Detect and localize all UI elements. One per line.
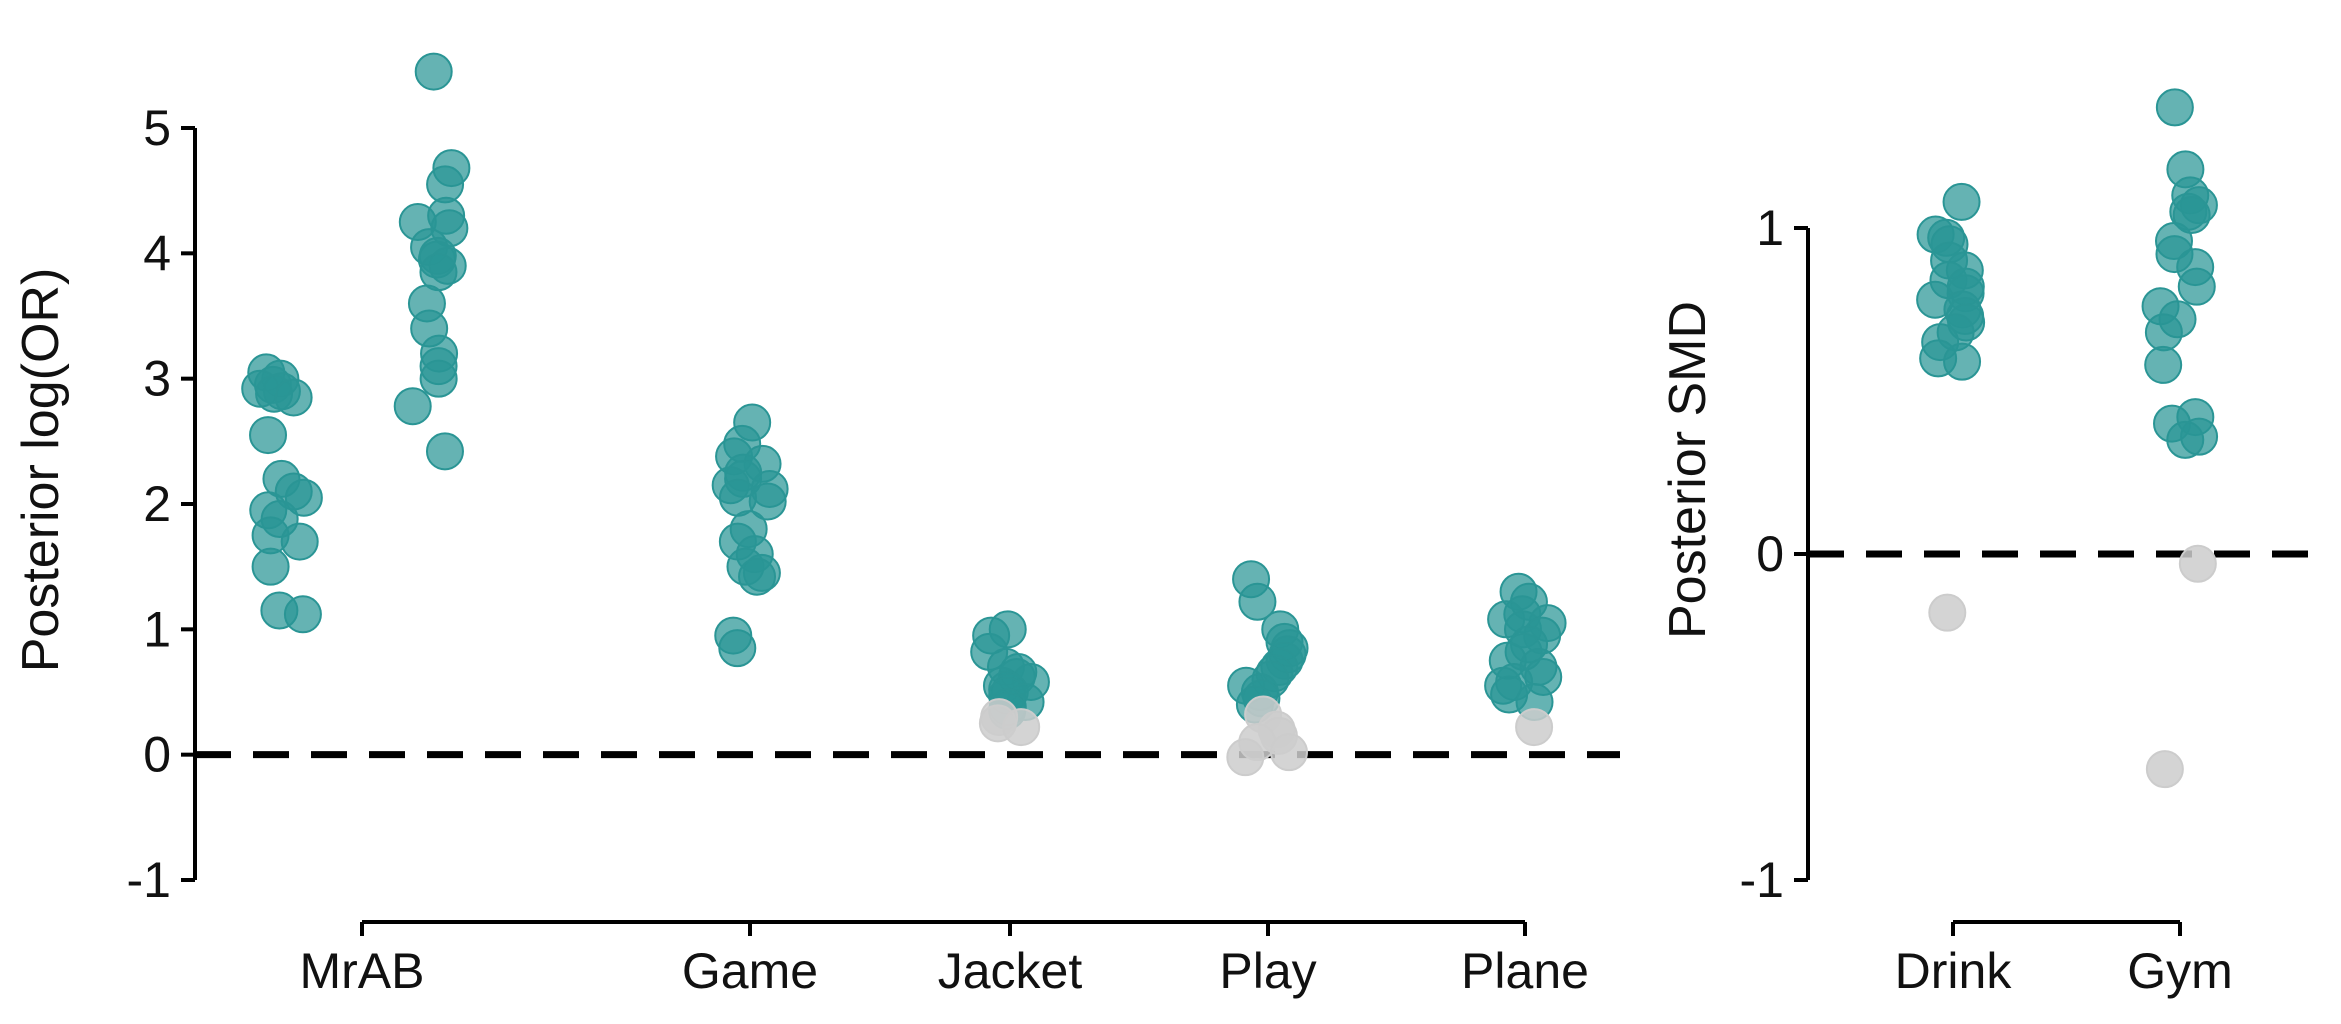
left-y-axis-title: Posterior log(OR) (12, 268, 70, 673)
data-point-drink (1943, 342, 1982, 381)
data-point-mrab (284, 478, 323, 517)
data-point-play (1226, 738, 1265, 777)
left-panel: Posterior log(OR) -1 0 1 2 3 4 5 MrAB Game Jacket… (12, 52, 1620, 999)
data-point-mrab (249, 416, 288, 455)
right-y-tick-label: 1 (1756, 200, 1784, 256)
data-point-drink (1928, 593, 1967, 632)
left-y-tick-label: 2 (143, 476, 171, 532)
x-tick-label-drink: Drink (1895, 943, 2013, 999)
data-point-gym (2178, 544, 2217, 583)
data-point-gym (2144, 345, 2183, 384)
data-point-play (1269, 733, 1308, 772)
data-point-gym (2155, 88, 2194, 127)
data-point-mrab (393, 387, 432, 426)
left-y-tick-label: 0 (143, 727, 171, 783)
data-point-gym (2166, 420, 2205, 459)
data-point-gym (2177, 267, 2216, 306)
data-point-play (1238, 582, 1277, 621)
data-point-game (718, 629, 757, 668)
data-point-mrab (419, 359, 458, 398)
data-point-mrab (274, 378, 313, 417)
data-point-jacket (1002, 708, 1041, 747)
data-point-mrab (414, 52, 453, 91)
data-point-game (738, 557, 777, 596)
data-point-drink (1942, 182, 1981, 221)
data-point-gym (2144, 313, 2183, 352)
left-y-tick-label: 5 (143, 100, 171, 156)
left-y-tick-label: 3 (143, 351, 171, 407)
data-point-gym (2172, 195, 2211, 234)
data-point-mrab (425, 432, 464, 471)
right-y-tick-label: -1 (1740, 852, 1784, 908)
data-point-gym (2145, 750, 2184, 789)
data-point-mrab (280, 522, 319, 561)
data-point-game (748, 482, 787, 521)
x-tick-label-jacket: Jacket (938, 943, 1083, 999)
x-tick-label-gym: Gym (2127, 943, 2233, 999)
data-point-mrab (251, 547, 290, 586)
left-y-tick-label: 4 (143, 225, 171, 281)
x-tick-label-game: Game (682, 943, 818, 999)
left-y-tick-label: 1 (143, 601, 171, 657)
x-tick-label-plane: Plane (1461, 943, 1589, 999)
x-tick-label-play: Play (1219, 943, 1316, 999)
right-panel: Posterior SMD -1 0 1 Drink Gym (1659, 88, 2325, 999)
right-y-axis-title: Posterior SMD (1659, 301, 1717, 639)
x-tick-label-mrab: MrAB (300, 943, 425, 999)
right-y-tick-label: 0 (1756, 526, 1784, 582)
left-y-tick-label: -1 (127, 852, 171, 908)
data-point-mrab (283, 595, 322, 634)
data-point-plane (1515, 708, 1554, 747)
